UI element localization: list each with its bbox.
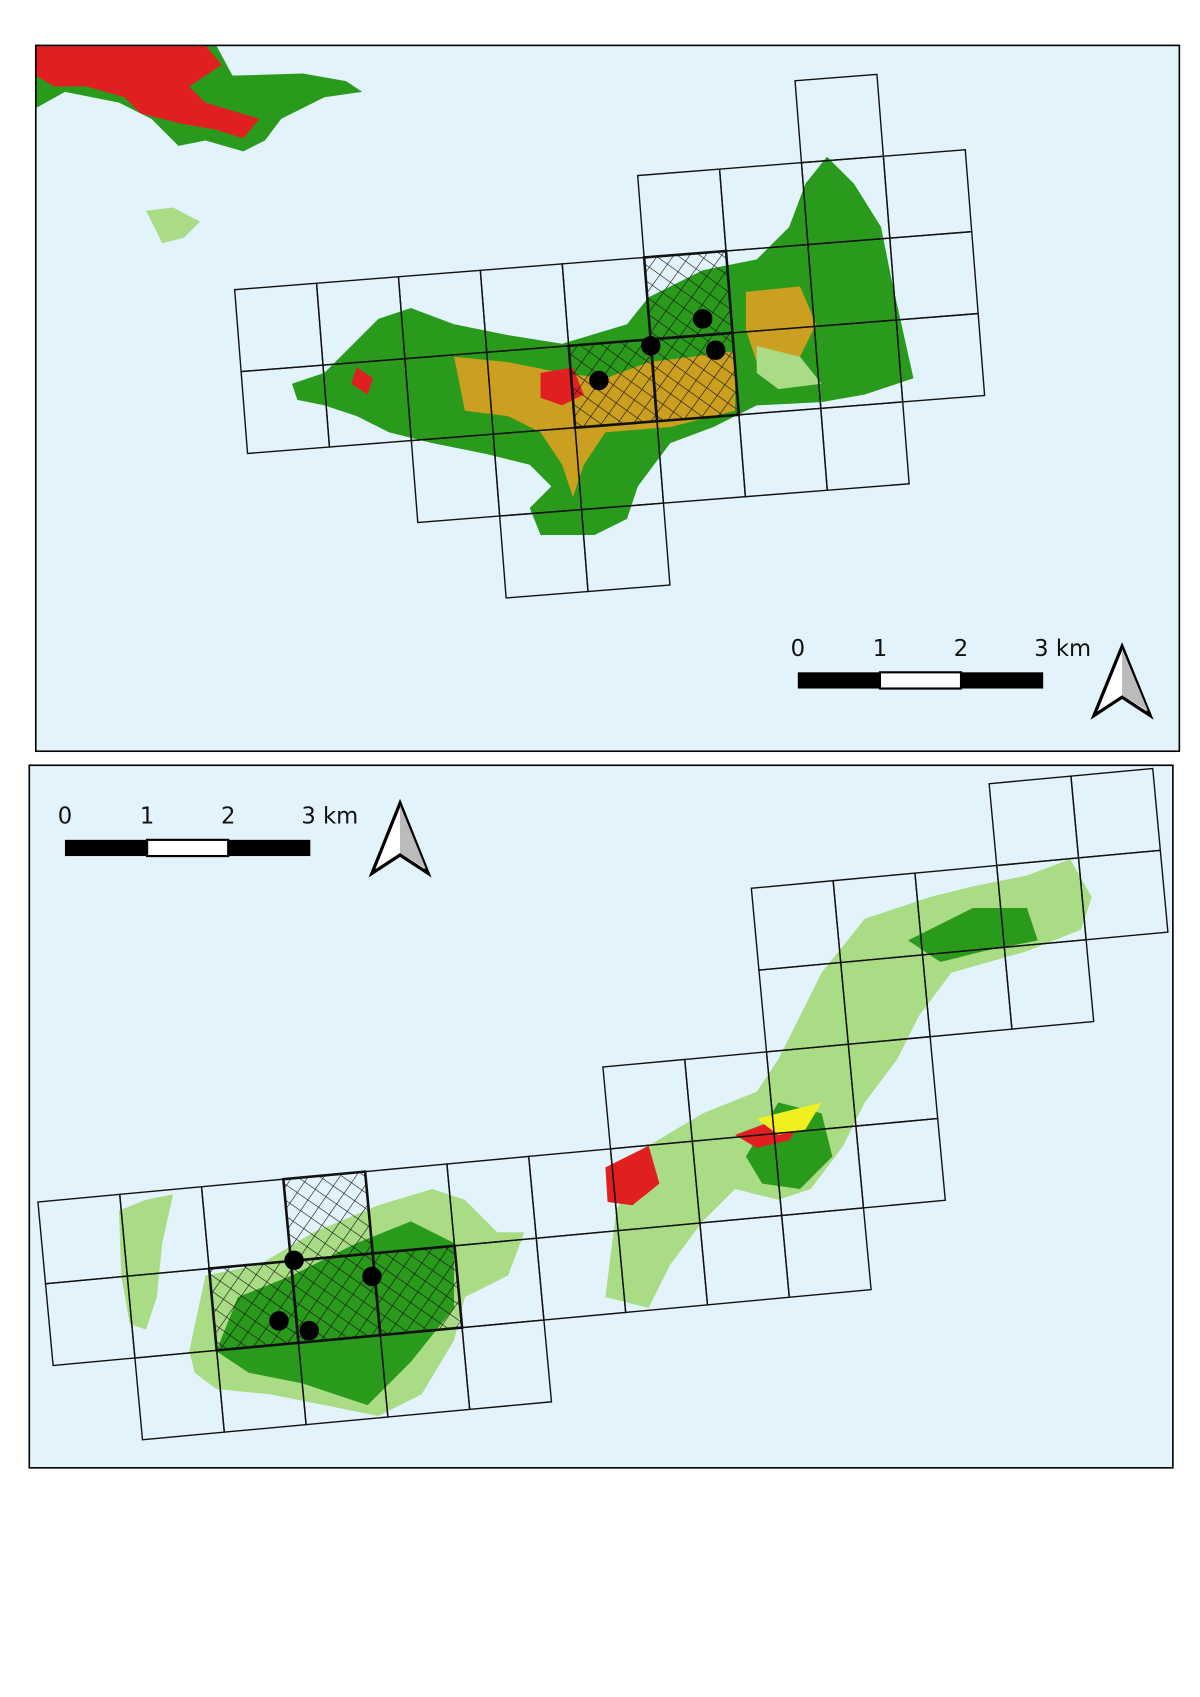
scale-bar-top: 0 1 2 3 km bbox=[791, 636, 1091, 690]
hatched-cell bbox=[371, 1244, 464, 1337]
site bbox=[692, 309, 713, 329]
scale-label: 0 bbox=[58, 804, 72, 830]
site bbox=[589, 370, 609, 391]
grid-cell bbox=[820, 401, 910, 492]
frame bbox=[34, 44, 1181, 753]
site bbox=[299, 1320, 319, 1341]
grid-cell bbox=[855, 1117, 947, 1209]
hatched-cell bbox=[649, 331, 741, 423]
scale-label: 2 bbox=[221, 804, 235, 830]
hatched-cell bbox=[207, 1259, 300, 1352]
site bbox=[705, 340, 726, 360]
scale-label: 3 km bbox=[1034, 636, 1091, 662]
site bbox=[641, 336, 661, 356]
grid-cell bbox=[780, 1207, 872, 1299]
scale-label: 1 bbox=[140, 804, 154, 830]
grid-cell bbox=[1077, 849, 1169, 941]
grid-cell bbox=[580, 502, 671, 593]
hatched-cell bbox=[642, 249, 734, 341]
grid-cell bbox=[895, 312, 986, 403]
frame bbox=[28, 764, 1174, 1469]
scale-label: 2 bbox=[954, 636, 968, 662]
site bbox=[269, 1311, 289, 1331]
site bbox=[284, 1250, 304, 1271]
grid-cell bbox=[1003, 938, 1095, 1030]
map-top: 0 1 2 3 km bbox=[35, 45, 1180, 752]
sites-top bbox=[589, 309, 726, 391]
land-mainland bbox=[35, 45, 363, 244]
hatched-cell bbox=[281, 1170, 375, 1263]
map-bottom: 0 1 2 3 km bbox=[29, 765, 1173, 1468]
north-arrow-top bbox=[1090, 642, 1154, 720]
north-arrow-bottom bbox=[368, 798, 432, 878]
sites-bottom bbox=[269, 1250, 382, 1341]
site bbox=[362, 1266, 382, 1287]
grid-cell bbox=[461, 1319, 553, 1411]
scale-label: 1 bbox=[873, 636, 887, 662]
scale-label: 3 km bbox=[301, 804, 358, 830]
scale-bar-bottom: 0 1 2 3 km bbox=[58, 804, 358, 858]
scale-label: 0 bbox=[791, 636, 805, 662]
